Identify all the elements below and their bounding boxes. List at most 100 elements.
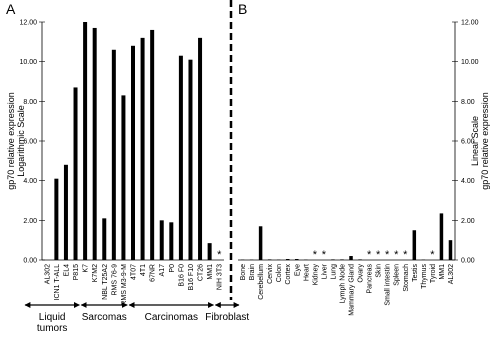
y-axis-label: Logarithmic Scale <box>16 105 26 177</box>
bar <box>131 45 135 260</box>
x-tick-label: ICN1 T-ALL <box>54 264 61 301</box>
x-tick-label: P815 <box>73 264 80 280</box>
x-tick-label: CT26 <box>198 264 205 281</box>
significance-marker: * <box>430 249 435 261</box>
x-tick-label: Mammary Gland <box>349 264 356 316</box>
group-label: Carcinomas <box>144 312 198 323</box>
y-tick-label: 8.00 <box>23 99 37 106</box>
x-tick-label: Colon <box>276 264 283 282</box>
bar <box>412 230 417 260</box>
y-tick-label: 10.00 <box>461 59 479 66</box>
x-tick-label: Heart <box>303 264 310 281</box>
bar <box>111 49 116 261</box>
x-tick-label: 67NR <box>150 264 157 282</box>
y-tick-label: 6.00 <box>23 139 37 146</box>
bar <box>159 220 164 260</box>
bar <box>439 213 444 260</box>
group-label: Liquid tumors <box>36 312 68 334</box>
bar <box>150 29 155 260</box>
bar <box>267 259 272 260</box>
x-tick-label: NIH 3T3 <box>217 264 224 290</box>
x-tick-label: Spleen <box>394 264 401 286</box>
x-tick-label: K7 <box>83 264 90 273</box>
y-axis-label: gp70 relative expression <box>6 92 16 190</box>
y-tick-label: 0.00 <box>23 258 37 265</box>
bar <box>331 259 335 260</box>
x-tick-label: Thymus <box>421 264 428 289</box>
x-tick-label: RMS 76-9 <box>111 264 118 296</box>
x-tick-label: Bone <box>240 264 247 280</box>
x-tick-label: Kidney <box>312 264 319 286</box>
bar <box>188 59 193 260</box>
x-tick-label: 4T1 <box>140 264 147 276</box>
y-tick-label: 12.00 <box>19 20 37 27</box>
bar <box>258 226 263 260</box>
x-tick-label: Lymph Node <box>339 264 346 304</box>
significance-marker: * <box>385 249 390 261</box>
bar <box>448 240 453 260</box>
x-tick-label: Testis <box>412 264 419 282</box>
y-tick-label: 6.00 <box>461 139 475 146</box>
group-label: Sarcomas <box>81 312 127 323</box>
y-tick-label: 0.00 <box>461 258 475 265</box>
bar <box>63 164 68 260</box>
bar <box>358 259 362 260</box>
y-tick-label: 12.00 <box>461 20 479 27</box>
x-tick-label: Skin <box>376 264 383 278</box>
x-tick-label: Liver <box>321 263 328 279</box>
x-tick-label: K7M2 <box>92 264 99 282</box>
panel-title: B <box>238 1 247 17</box>
bar <box>178 55 183 260</box>
x-tick-label: Ovary <box>358 264 365 283</box>
bar <box>140 37 145 260</box>
bar <box>121 95 126 260</box>
x-tick-label: A17 <box>159 264 166 277</box>
x-tick-label: Cortex <box>285 264 292 285</box>
x-tick-label: EL4 <box>63 264 70 277</box>
x-tick-label: B16 F10 <box>188 264 195 291</box>
x-tick-label: 4T07 <box>131 264 138 280</box>
x-tick-label: P0 <box>169 264 176 273</box>
bar <box>92 27 97 261</box>
significance-marker: * <box>313 249 318 261</box>
y-tick-label: 10.00 <box>19 59 37 66</box>
bar <box>83 22 88 260</box>
x-tick-label: AL302 <box>448 264 455 284</box>
x-tick-label: Stomach <box>403 264 410 292</box>
x-tick-label: Cerebellum <box>258 264 265 300</box>
x-tick-label: Small intestin <box>385 264 392 306</box>
significance-marker: * <box>367 249 372 261</box>
y-tick-label: 8.00 <box>461 99 475 106</box>
bar <box>295 259 299 260</box>
bar <box>54 178 59 260</box>
bar <box>340 259 344 260</box>
x-tick-label: Brain <box>249 264 256 280</box>
x-tick-label: MM1 <box>439 264 446 280</box>
significance-marker: * <box>217 249 222 261</box>
group-label: Fibroblast <box>205 312 250 323</box>
y-tick-label: 2.00 <box>23 218 37 225</box>
bar <box>349 256 353 260</box>
significance-marker: * <box>322 249 327 261</box>
x-tick-label: Cervix <box>267 264 274 284</box>
y-tick-label: 4.00 <box>461 178 475 185</box>
y-axis-label: gp70 relative expression <box>480 92 490 190</box>
x-tick-label: RMS M3-9-M <box>121 264 128 306</box>
x-tick-label: Eye <box>294 264 301 276</box>
y-tick-label: 4.00 <box>23 178 37 185</box>
bar <box>285 259 290 260</box>
y-tick-label: 2.00 <box>461 218 475 225</box>
x-tick-label: B16 F0 <box>178 264 185 287</box>
bar <box>102 218 107 260</box>
significance-marker: * <box>403 249 408 261</box>
bar <box>207 243 212 260</box>
significance-marker: * <box>376 249 381 261</box>
x-tick-label: MM1 <box>207 264 214 280</box>
bar <box>169 222 174 260</box>
significance-marker: * <box>394 249 399 261</box>
bar <box>198 37 203 260</box>
y-axis-label: Linear Scale <box>470 116 480 166</box>
x-tick-label: NBL T25A2 <box>102 264 109 300</box>
bar <box>73 87 78 260</box>
